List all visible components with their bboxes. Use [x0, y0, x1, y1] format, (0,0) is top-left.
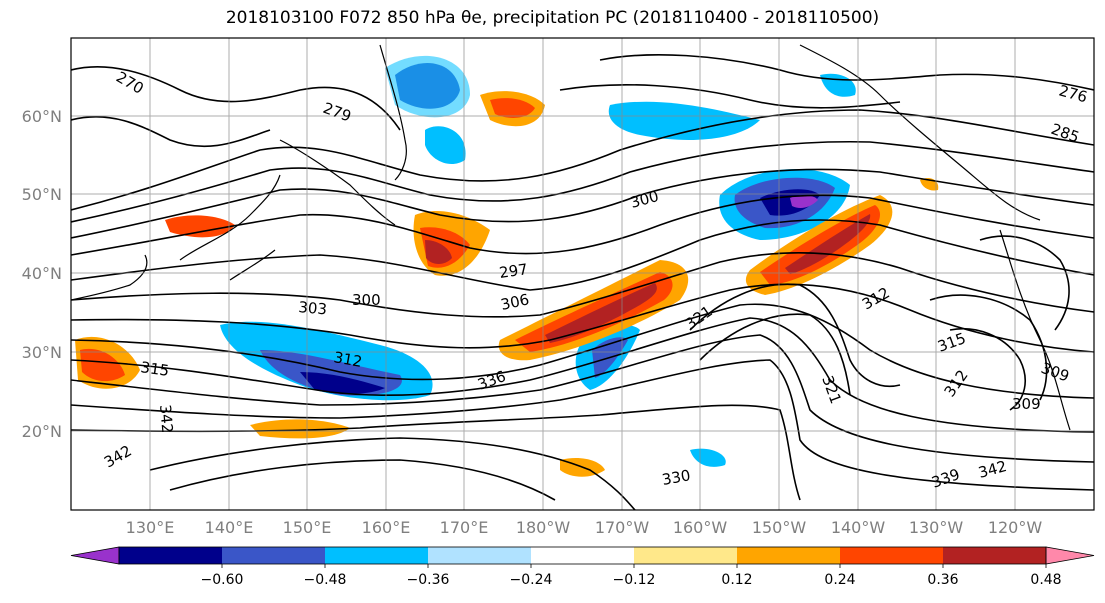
colorbar-tick-label: 0.24 — [824, 572, 855, 588]
lon-label: 150°E — [283, 518, 332, 537]
precip-shading — [75, 55, 939, 477]
colorbar-swatch — [119, 547, 223, 564]
lon-label: 130°W — [909, 518, 964, 537]
lon-label: 160°E — [362, 518, 411, 537]
colorbar-tick-label: −0.12 — [613, 572, 656, 588]
lon-label: 170°W — [595, 518, 650, 537]
lat-label: 60°N — [22, 107, 62, 126]
colorbar-extend-left — [70, 546, 120, 565]
graticule — [71, 38, 1094, 510]
theta-e-contours — [71, 53, 1094, 510]
colorbar-swatch — [531, 547, 635, 564]
lat-label: 50°N — [22, 185, 62, 204]
colorbar-swatch — [634, 547, 738, 564]
colorbar-swatch — [943, 547, 1047, 564]
contour-label: 309 — [1012, 395, 1041, 413]
lat-label: 40°N — [22, 264, 62, 283]
colorbar-swatch — [325, 547, 429, 564]
colorbar-tick-label: −0.24 — [510, 572, 553, 588]
contour-label: 306 — [499, 290, 531, 314]
contour-label: 342 — [156, 404, 176, 434]
lon-label: 140°E — [205, 518, 254, 537]
lon-label: 160°W — [673, 518, 728, 537]
lat-label: 20°N — [22, 422, 62, 441]
lat-label: 30°N — [22, 343, 62, 362]
lon-label: 140°W — [831, 518, 886, 537]
map-panel — [71, 38, 1094, 510]
contour-label: 315 — [139, 358, 170, 380]
colorbar-swatch — [428, 547, 532, 564]
colorbar-tick-label: 0.48 — [1030, 572, 1061, 588]
lat-tick-labels: 60°N 50°N 40°N 30°N 20°N — [22, 107, 62, 441]
coastlines — [71, 44, 1071, 431]
colorbar-extend-right — [1045, 546, 1095, 565]
lon-label: 150°W — [752, 518, 807, 537]
lon-tick-labels: 130°E 140°E 150°E 160°E 170°E 180°W 170°… — [126, 518, 1043, 537]
lon-label: 180°W — [516, 518, 571, 537]
map-frame — [70, 37, 1095, 511]
colorbar-swatch — [222, 547, 326, 564]
colorbar-swatch — [840, 547, 944, 564]
colorbar-swatch — [737, 547, 841, 564]
contour-label: 303 — [298, 298, 328, 318]
contour-label: 297 — [498, 260, 529, 282]
colorbar-tick-label: −0.48 — [304, 572, 347, 588]
colorbar-tick-label: 0.12 — [721, 572, 752, 588]
colorbar-tick-label: 0.36 — [927, 572, 958, 588]
contour-label: 312 — [332, 348, 363, 371]
lon-label: 120°W — [988, 518, 1043, 537]
colorbar-tick-label: −0.36 — [407, 572, 450, 588]
contour-label: 300 — [352, 291, 381, 309]
colorbar-tick-label: −0.60 — [201, 572, 244, 588]
map-title: 2018103100 F072 850 hPa θe, precipitatio… — [225, 8, 880, 28]
lon-label: 170°E — [440, 518, 489, 537]
lon-label: 130°E — [126, 518, 175, 537]
colorbar: −0.60 −0.48 −0.36 −0.24 −0.12 0.12 0.24 0.36 0.4… — [70, 546, 1095, 588]
colorbar-frame — [118, 546, 1047, 565]
contour-label: 330 — [661, 466, 692, 489]
